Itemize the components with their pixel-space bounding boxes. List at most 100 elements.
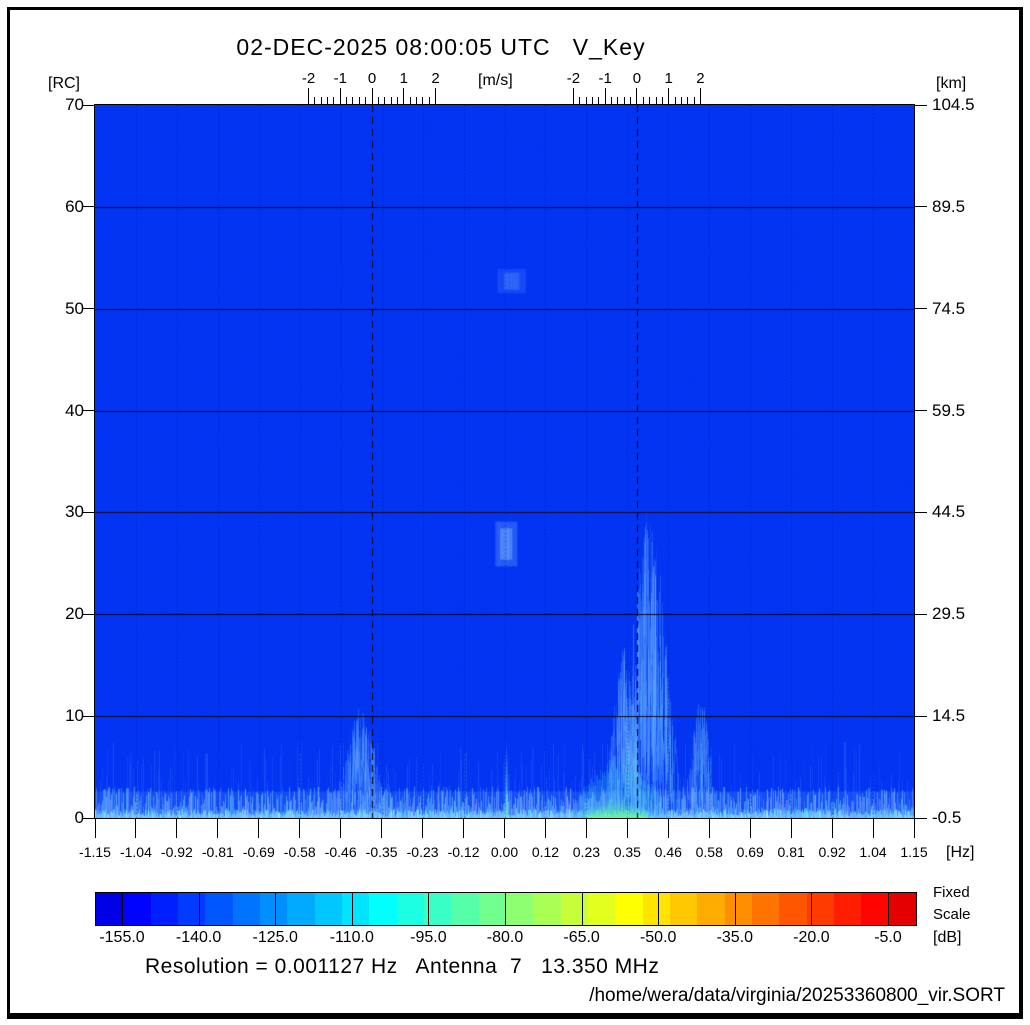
left-axis-tick-label: 40 [65, 400, 84, 420]
velocity-ruler-tick [668, 88, 670, 105]
right-axis-tick [914, 206, 927, 208]
velocity-ruler-tick [352, 97, 354, 105]
colorbar-segment [150, 893, 178, 925]
bottom-axis-tick-label: -0.35 [365, 844, 398, 860]
spectrum-heatmap [95, 105, 914, 818]
right-axis-tick-label: 104.5 [932, 95, 975, 114]
colorbar [95, 892, 917, 926]
velocity-ruler-tick [377, 97, 379, 105]
bottom-axis-tick-label: -0.92 [160, 844, 193, 860]
left-axis-tick-label: 20 [65, 604, 84, 624]
bottom-axis-tick-label: -0.46 [324, 844, 357, 860]
right-axis-tick-label: 44.5 [932, 502, 966, 522]
velocity-ruler-label: 0 [632, 70, 642, 87]
right-axis-unit-label: [km] [936, 75, 967, 92]
bottom-axis-tick-label: -0.12 [447, 844, 480, 860]
bottom-axis-tick [135, 819, 137, 838]
velocity-ruler-tick [642, 97, 644, 105]
bottom-axis-tick [422, 819, 424, 838]
bottom-axis-tick [667, 819, 669, 838]
colorbar-segment [396, 893, 424, 925]
velocity-ruler-tick [415, 97, 417, 105]
scale-mode-label-line1: Fixed [933, 884, 970, 901]
colorbar-tick-label: -140.0 [175, 929, 222, 946]
right-axis-tick-label: 89.5 [932, 196, 966, 216]
bottom-axis-tick-label: 0.92 [818, 844, 846, 860]
bottom-axis-tick [831, 819, 833, 838]
velocity-ruler-tick [435, 88, 437, 105]
colorbar-tick [658, 892, 660, 925]
plot-title: 02-DEC-2025 08:00:05 UTC V_Key [236, 34, 646, 60]
velocity-ruler-tick [422, 97, 424, 105]
velocity-ruler-tick [680, 97, 682, 105]
velocity-ruler-tick [674, 97, 676, 105]
right-axis-tick [914, 410, 927, 412]
velocity-ruler-tick [687, 97, 689, 105]
colorbar-tick [581, 892, 583, 925]
velocity-ruler-tick [579, 97, 581, 105]
left-axis-tick-label: 30 [65, 502, 84, 522]
velocity-ruler-tick [403, 88, 405, 105]
velocity-ruler-tick [598, 97, 600, 105]
bottom-axis-tick [299, 819, 301, 838]
colorbar-segment [232, 893, 260, 925]
colorbar-segment [205, 893, 233, 925]
velocity-ruler-tick [623, 97, 625, 105]
bottom-axis-tick-label: -0.23 [406, 844, 439, 860]
left-axis-tick-label: 10 [65, 706, 84, 726]
velocity-ruler-label: -1 [598, 70, 612, 87]
velocity-ruler-tick [428, 97, 430, 105]
colorbar-segment [724, 893, 752, 925]
colorbar-segment [451, 893, 479, 925]
left-axis-tick [82, 410, 95, 412]
velocity-ruler-tick [592, 97, 593, 105]
velocity-ruler-tick [649, 97, 651, 105]
velocity-ruler-tick [572, 88, 574, 105]
colorbar-segment [587, 893, 616, 925]
bottom-axis-tick-label: 0.81 [777, 844, 805, 860]
velocity-ruler-tick [630, 97, 632, 105]
left-axis-tick-label: 50 [65, 298, 84, 318]
colorbar-segment [779, 893, 807, 925]
bottom-axis-tick [544, 819, 546, 838]
right-axis-tick-label: 29.5 [932, 604, 966, 624]
velocity-ruler-label: -2 [566, 70, 581, 87]
colorbar-segment [314, 893, 342, 925]
colorbar-tick [275, 892, 277, 925]
velocity-ruler-tick [636, 88, 638, 105]
right-axis-tick [914, 817, 927, 819]
velocity-ruler-tick [585, 97, 587, 105]
bottom-axis-tick-label: 0.00 [490, 844, 519, 860]
bottom-axis-tick-label: 0.23 [572, 844, 601, 860]
colorbar-tick [811, 892, 813, 925]
bottom-axis-tick-label: -1.15 [79, 844, 111, 860]
velocity-ruler-tick [358, 97, 360, 105]
colorbar-tick-label: -95.0 [410, 929, 447, 946]
bottom-axis-tick [340, 819, 342, 838]
colorbar-segment [888, 893, 916, 925]
db-unit-label: [dB] [933, 929, 962, 946]
colorbar-segment [369, 893, 397, 925]
colorbar-tick-label: -65.0 [563, 929, 600, 946]
colorbar-tick-label: -35.0 [716, 929, 754, 946]
left-axis-tick [82, 308, 95, 310]
velocity-ruler-tick [604, 88, 606, 105]
file-path: /home/wera/data/virginia/20253360800_vir… [589, 985, 1005, 1006]
left-axis-tick [82, 715, 95, 717]
velocity-ruler-tick [655, 97, 657, 105]
colorbar-segment [96, 893, 124, 925]
velocity-ruler-label: 2 [431, 70, 440, 87]
hz-unit-label: [Hz] [946, 844, 975, 861]
colorbar-tick-label: -125.0 [252, 929, 298, 946]
colorbar-tick [198, 892, 200, 925]
bottom-axis-tick [913, 819, 915, 838]
colorbar-tick-label: -20.0 [793, 929, 830, 946]
velocity-ruler-tick [333, 97, 335, 105]
right-axis-tick-label: -0.5 [932, 808, 962, 827]
bottom-axis-tick [708, 819, 710, 838]
velocity-ruler-tick [308, 88, 310, 105]
colorbar-segment [669, 893, 698, 925]
colorbar-tick [888, 892, 889, 925]
colorbar-segment [806, 893, 834, 925]
velocity-ruler-tick [693, 97, 695, 105]
